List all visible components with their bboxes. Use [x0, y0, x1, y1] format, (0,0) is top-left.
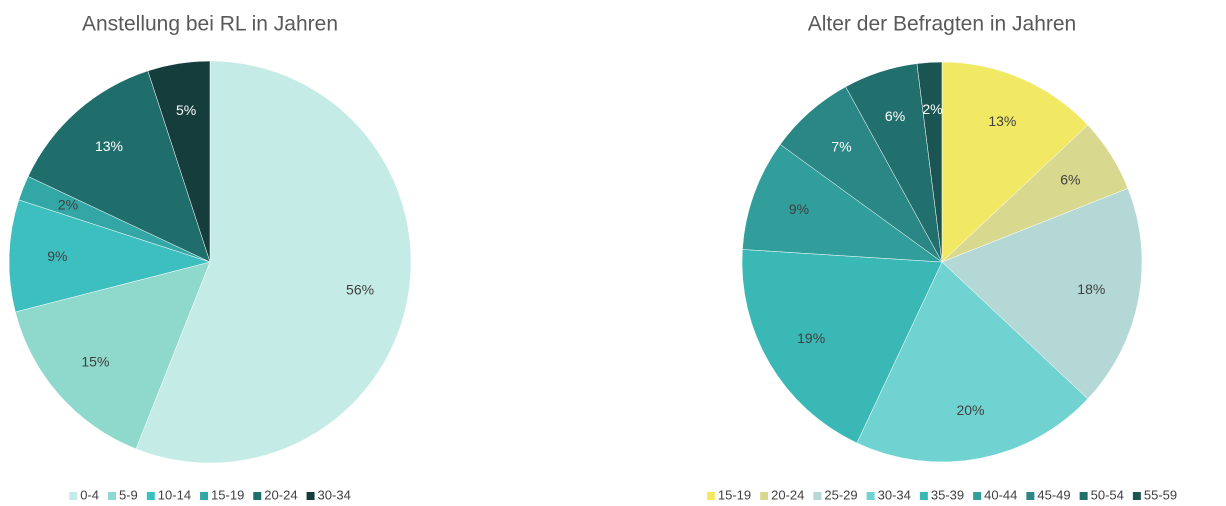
value-label: 7% — [831, 139, 851, 155]
value-label: 20% — [956, 402, 984, 418]
legend-swatch — [813, 492, 822, 500]
value-label: 6% — [885, 108, 905, 124]
legend-label: 55-59 — [1144, 487, 1177, 502]
pie-slice — [916, 61, 943, 263]
legend-label: 30-34 — [318, 487, 351, 502]
legend-label: 15-19 — [718, 487, 751, 502]
legend-label: 50-54 — [1091, 487, 1124, 502]
legend-swatch — [1079, 492, 1088, 500]
legend-swatch — [973, 492, 982, 500]
legend-label: 5-9 — [119, 487, 138, 502]
pie-slice — [741, 249, 943, 444]
value-label: 9% — [789, 201, 809, 217]
value-label: 13% — [988, 113, 1016, 129]
legend: 0-4 5-9 10-14 15-19 20-24 30-34 — [69, 487, 351, 502]
legend-label: 0-4 — [80, 487, 99, 502]
legend-swatch — [1026, 492, 1035, 500]
legend-label: 35-39 — [931, 487, 964, 502]
value-label: 56% — [346, 281, 374, 297]
pie-slice — [941, 61, 1089, 263]
legend: 15-19 20-24 25-29 30-34 35-39 40-44 45-49 50-54… — [706, 487, 1177, 502]
legend-label: 20-24 — [264, 487, 297, 502]
legend-swatch — [1132, 492, 1141, 500]
value-label: 6% — [1060, 171, 1080, 187]
legend-swatch — [306, 492, 315, 500]
value-label: 2% — [58, 196, 78, 212]
legend-swatch — [919, 492, 928, 500]
pie-slice — [147, 60, 211, 263]
value-label: 13% — [95, 138, 123, 154]
pie-slice — [742, 144, 943, 263]
legend-swatch — [200, 492, 209, 500]
pie-slice — [135, 60, 412, 464]
legend-label: 15-19 — [211, 487, 244, 502]
value-label: 2% — [922, 101, 942, 117]
legend-label: 20-24 — [771, 487, 804, 502]
legend-swatch — [760, 492, 769, 500]
pie-slice — [941, 188, 1143, 400]
pie-chart: Alter der Befragten in Jahren 13% 6% 18% 20%… — [706, 13, 1177, 502]
value-label: 9% — [47, 248, 67, 264]
legend-swatch — [866, 492, 875, 500]
chart-title: Anstellung bei RL in Jahren — [82, 13, 338, 36]
legend-label: 40-44 — [984, 487, 1017, 502]
legend-label: 30-34 — [878, 487, 911, 502]
pie-chart: Anstellung bei RL in Jahren 56% 15% 9% 2% 13%… — [8, 13, 412, 502]
pie-slice — [27, 70, 211, 263]
pie-slice — [856, 261, 1089, 463]
value-label: 15% — [81, 354, 109, 370]
pie-slice — [8, 199, 211, 313]
legend-label: 25-29 — [824, 487, 857, 502]
legend-swatch — [706, 492, 715, 500]
legend-swatch — [253, 492, 262, 500]
legend-label: 45-49 — [1037, 487, 1070, 502]
pie-slice — [15, 261, 211, 450]
legend-label: 10-14 — [158, 487, 191, 502]
legend-swatch — [146, 492, 155, 500]
legend-swatch — [69, 492, 78, 500]
value-label: 5% — [176, 102, 196, 118]
value-label: 19% — [797, 330, 825, 346]
legend-swatch — [108, 492, 116, 500]
chart-title: Alter der Befragten in Jahren — [808, 13, 1077, 36]
value-label: 18% — [1077, 281, 1105, 297]
